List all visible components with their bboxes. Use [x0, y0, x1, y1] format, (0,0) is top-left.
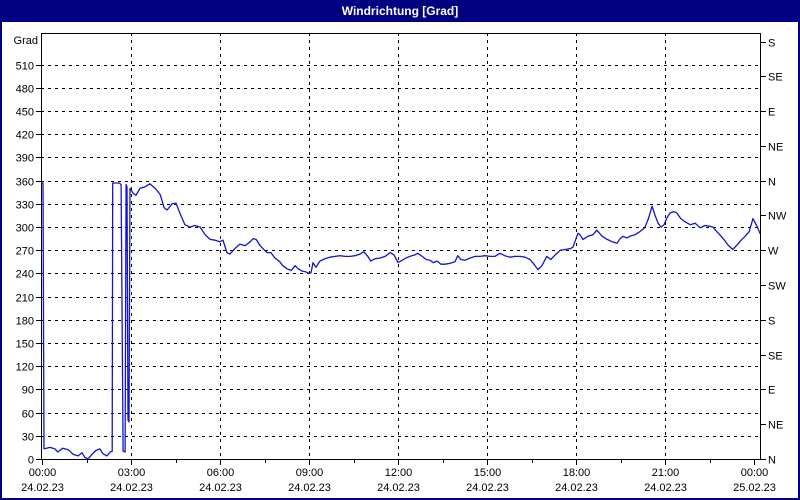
- y-tick-label-right: SW: [768, 281, 786, 293]
- y-tick-label-left: 210: [16, 293, 34, 305]
- y-tick-label-right: SE: [768, 72, 783, 84]
- wind-direction-chart: Grad 0 30 60 90 120 150 180 210 240 270 300 330 360 39…: [14, 33, 787, 494]
- x-tick-date-label: 24.02.23: [644, 482, 687, 494]
- x-axis-time: 00:00 24.02.23 03:00 24.02.23 06:00 24.02.23 0…: [21, 459, 776, 494]
- y-axis-unit-label: Grad: [14, 35, 38, 47]
- y-tick-label-left: 390: [16, 153, 34, 165]
- y-tick-label-left: 120: [16, 362, 34, 374]
- y-tick-label-right: S: [768, 38, 775, 50]
- y-tick-label-right: NE: [768, 142, 783, 154]
- x-tick-date-label: 25.02.23: [733, 482, 776, 494]
- y-tick-label-left: 240: [16, 269, 34, 281]
- x-tick-time-label: 15:00: [474, 467, 502, 479]
- x-tick-date-label: 24.02.23: [199, 482, 242, 494]
- x-tick-time-label: 00:00: [741, 467, 769, 479]
- y-tick-label-right: E: [768, 107, 775, 119]
- wind-direction-series-line: [41, 182, 761, 460]
- y-tick-label-left: 180: [16, 316, 34, 328]
- y-tick-label-left: 30: [22, 432, 34, 444]
- x-tick-time-label: 09:00: [296, 467, 324, 479]
- y-tick-label-left: 480: [16, 84, 34, 96]
- title-bar: Windrichtung [Grad]: [0, 0, 800, 22]
- y-axis-left-grad: Grad 0 30 60 90 120 150 180 210 240 270 300 330 360 39…: [14, 35, 42, 467]
- y-tick-label-left: 60: [22, 409, 34, 421]
- y-tick-label-right: E: [768, 385, 775, 397]
- y-tick-label-left: 450: [16, 107, 34, 119]
- y-tick-label-left: 360: [16, 177, 34, 189]
- x-tick-date-label: 24.02.23: [555, 482, 598, 494]
- y-tick-label-right: SE: [768, 351, 783, 363]
- x-tick-time-label: 21:00: [652, 467, 680, 479]
- gridlines: [41, 33, 760, 459]
- x-tick-date-label: 24.02.23: [110, 482, 153, 494]
- y-tick-label-left: 510: [16, 61, 34, 73]
- y-tick-label-right: N: [768, 455, 776, 467]
- x-tick-date-label: 24.02.23: [377, 482, 420, 494]
- chart-title: Windrichtung [Grad]: [341, 4, 459, 18]
- y-tick-label-left: 150: [16, 339, 34, 351]
- x-tick-time-label: 18:00: [563, 467, 591, 479]
- x-tick-time-label: 03:00: [118, 467, 146, 479]
- x-tick-date-label: 24.02.23: [466, 482, 509, 494]
- y-tick-label-right: N: [768, 177, 776, 189]
- y-tick-label-right: W: [768, 246, 779, 258]
- plot-frame: [41, 33, 761, 460]
- y-tick-label-right: S: [768, 316, 775, 328]
- x-tick-date-label: 24.02.23: [21, 482, 64, 494]
- y-axis-right-compass: N NE E SE S SW W NW N NE E SE S: [760, 38, 787, 467]
- y-tick-label-right: NE: [768, 420, 783, 432]
- y-tick-label-right: NW: [768, 211, 787, 223]
- y-tick-label-left: 330: [16, 200, 34, 212]
- y-tick-label-left: 300: [16, 223, 34, 235]
- y-tick-label-left: 270: [16, 246, 34, 258]
- x-tick-time-label: 00:00: [29, 467, 57, 479]
- y-tick-label-left: 90: [22, 385, 34, 397]
- y-tick-label-left: 0: [28, 455, 34, 467]
- y-tick-label-left: 420: [16, 130, 34, 142]
- x-tick-time-label: 12:00: [385, 467, 413, 479]
- x-tick-time-label: 06:00: [207, 467, 235, 479]
- x-tick-date-label: 24.02.23: [288, 482, 331, 494]
